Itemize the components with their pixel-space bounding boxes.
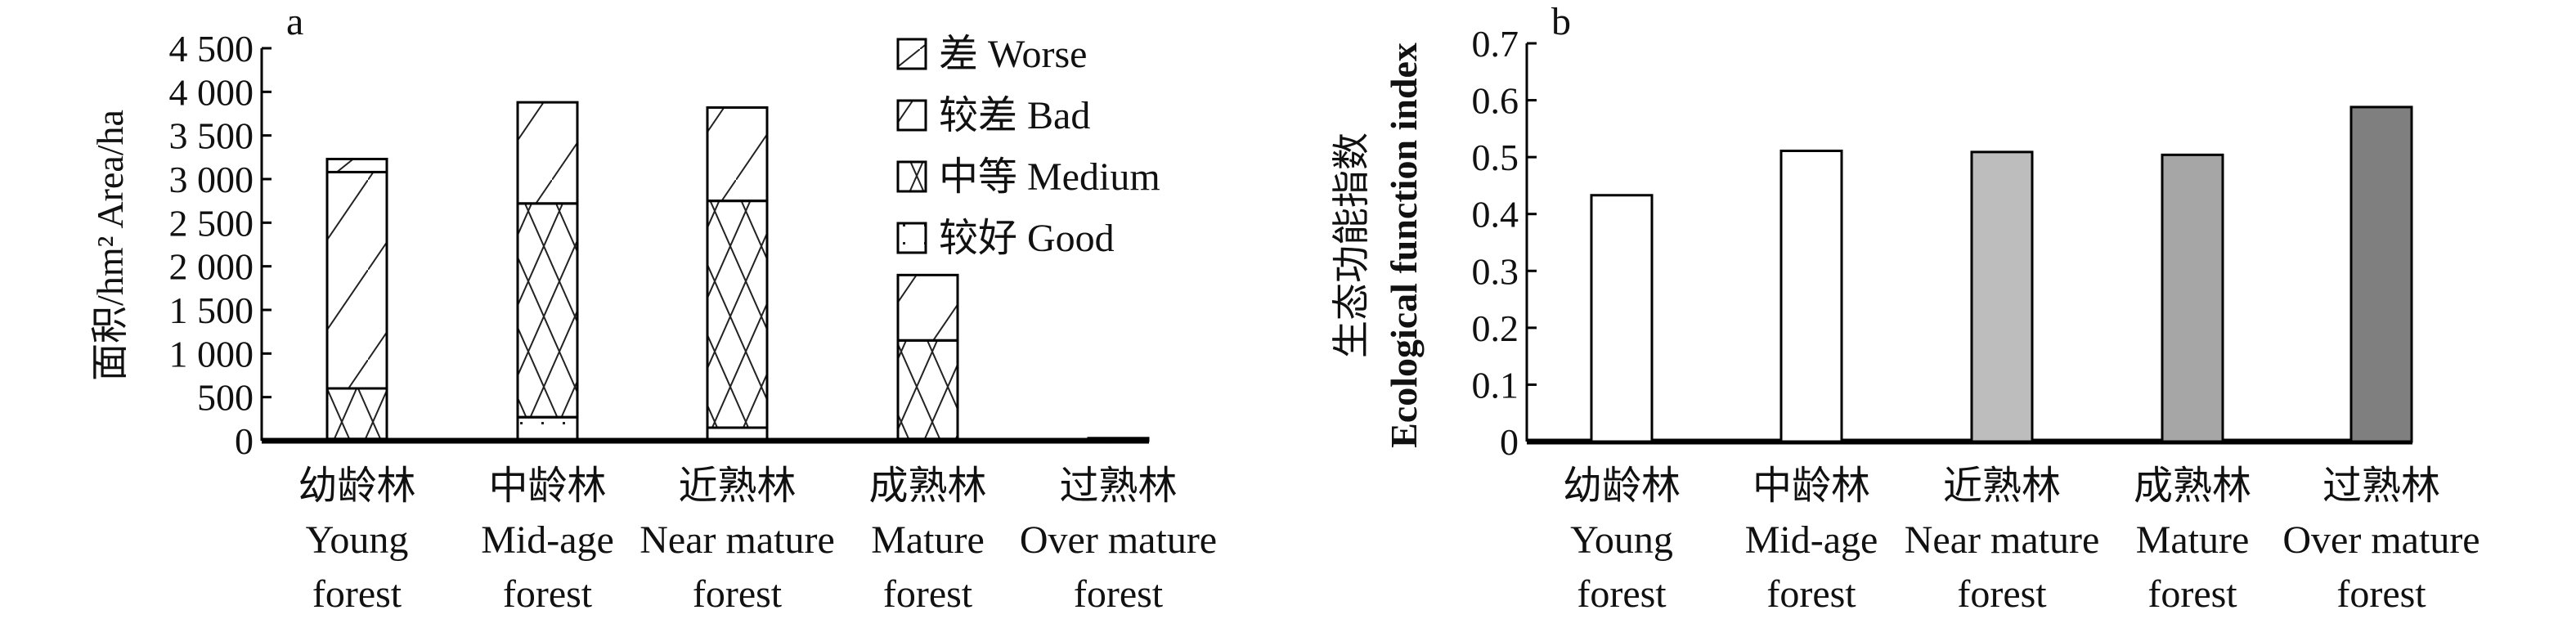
y-tick-label: 1 000 [169,333,254,375]
x-tick-label-en: forest [1577,572,1667,616]
x-tick-label-zh: 幼龄林 [298,464,415,508]
x-tick-label-en: Near mature [1905,518,2100,562]
panel-label: b [1551,0,1571,43]
x-tick-label-en: forest [312,572,402,616]
y-tick-label: 0.2 [1472,307,1519,349]
x-tick-label-en: Over mature [2282,518,2480,562]
bar-segment [896,339,959,441]
bar [1970,150,2034,443]
x-tick-label-en: forest [883,572,973,616]
bar-segment [325,387,388,441]
bar-segment [1087,437,1150,442]
bar [1779,149,1843,443]
legend-label: 中等 Medium [939,155,1160,199]
x-tick-label-en: forest [693,572,783,616]
bar-segment [325,170,388,390]
bar [1590,194,1654,443]
y-axis-label: 面积/hm² Area/ha [89,110,131,381]
bar-segment [325,157,388,173]
x-tick-label-zh: 过熟林 [1059,464,1177,508]
x-tick-label-zh: 近熟林 [678,464,796,508]
x-tick-label-en: Mid-age [481,518,614,562]
y-tick-label: 2 500 [169,202,254,244]
y-tick-label: 500 [197,377,254,419]
x-tick-label-zh: 中龄林 [1752,464,1870,508]
panel-b-ecological-index-chart: 0 0.1 0.2 0.3 0.4 0.5 0.6 0.7 b 幼龄林 Young forest 中龄林… [1331,0,2480,616]
x-tick-label-zh: 近熟林 [1943,464,2061,508]
x-tick-label-en: forest [1766,572,1856,616]
bar-segment [706,426,769,442]
x-tick-label-en: forest [2147,572,2237,616]
y-tick-label: 4 000 [169,71,254,113]
bar-segment [516,202,579,419]
x-tick-label-zh: 成熟林 [868,464,986,508]
bar [2161,153,2224,443]
x-tick-label-zh: 中龄林 [488,464,606,508]
y-tick-label: 2 000 [169,246,254,288]
legend-swatch [896,99,927,132]
x-tick-label-en: Near mature [640,518,835,562]
y-tick-label: 0.1 [1472,364,1519,406]
bar-segment [706,200,769,429]
x-tick-label-en: Mid-age [1745,518,1878,562]
y-tick-label: 0.7 [1472,23,1519,65]
x-tick-label-zh: 过熟林 [2322,464,2440,508]
x-tick-label-en: Over mature [1020,518,1217,562]
x-tick-label-en: forest [1074,572,1164,616]
x-tick-label-zh: 幼龄林 [1563,464,1681,508]
x-tick-label-en: forest [1957,572,2047,616]
legend-swatch [896,222,927,254]
y-tick-label: 0 [1500,421,1519,463]
x-tick-label-en: Young [1570,518,1673,562]
bar-segment [706,106,769,203]
y-tick-label: 3 000 [169,159,254,200]
y-tick-label: 0 [235,420,254,462]
x-tick-label-en: forest [503,572,593,616]
bar [2349,105,2413,443]
y-tick-label: 3 500 [169,115,254,157]
y-tick-label: 0.4 [1472,194,1519,236]
y-tick-label: 1 500 [169,289,254,331]
y-tick-label: 0.6 [1472,80,1519,122]
x-tick-label-en: Mature [871,518,985,562]
y-axis-label-zh: 生态功能指数 [1331,132,1372,358]
x-tick-label-zh: 成熟林 [2134,464,2251,508]
y-tick-label: 4 500 [169,28,254,70]
y-tick-label: 0.5 [1472,137,1519,178]
legend-label: 较好 Good [939,217,1115,260]
legend-swatch [896,160,927,193]
bar-segment [896,273,959,342]
panel-label: a [286,0,303,43]
y-tick-label: 0.3 [1472,250,1519,292]
bar-segment [516,101,579,205]
legend-label: 差 Worse [939,33,1087,76]
bar-segment [516,415,579,442]
legend-label: 较差 Bad [939,94,1090,137]
legend-swatch [896,38,927,70]
y-axis-label-en: Ecological function index [1383,43,1425,448]
x-tick-label-en: Young [306,518,409,562]
x-tick-label-en: Mature [2136,518,2250,562]
x-tick-label-en: forest [2336,572,2426,616]
